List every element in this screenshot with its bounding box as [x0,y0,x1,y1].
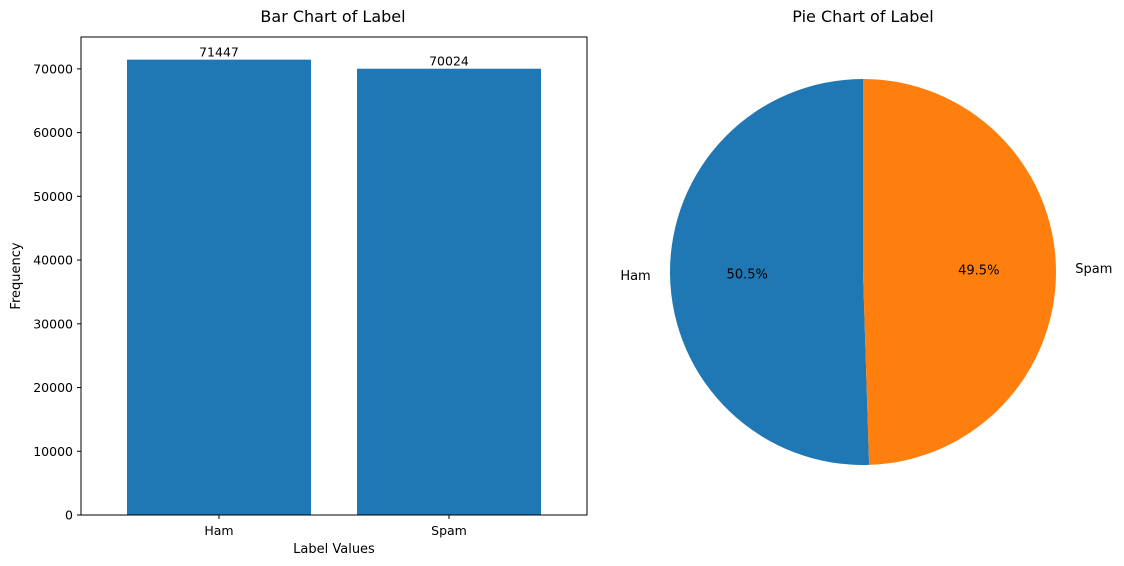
y-tick-label: 20000 [33,380,73,395]
pie-percent-label: 49.5% [958,264,999,279]
bar-data-label: 71447 [199,45,239,60]
y-tick-label: 10000 [33,444,73,459]
bar-series [127,59,541,515]
bar-data-labels: 71447 70024 [199,45,469,69]
x-tick-label: Ham [204,523,233,538]
y-axis-ticks: 0 10000 20000 30000 40000 50000 60000 70000 [33,61,81,523]
bar-ham [127,59,311,515]
pie-labels: Ham 50.5% Spam 49.5% [620,262,1112,284]
x-tick-label: Spam [431,523,467,538]
bar-spam [357,68,541,515]
bar-plot-frame [80,36,588,516]
y-tick-label: 70000 [33,61,73,76]
pie-chart: Pie Chart of Label Ham 50.5% Spam 49.5% [620,7,1112,466]
y-tick-label: 50000 [33,189,73,204]
pie-chart-title: Pie Chart of Label [792,7,933,26]
pie-percent-label: 50.5% [727,267,768,282]
bar-data-label: 70024 [429,54,469,69]
y-axis-label: Frequency [9,242,24,309]
y-tick-label: 30000 [33,316,73,331]
y-tick-label: 0 [65,508,73,523]
pie-wedge-ham [669,79,870,466]
pie-category-label: Spam [1075,262,1112,277]
bar-chart-title: Bar Chart of Label [260,7,405,26]
bar-chart: Bar Chart of Label 71447 70024 0 10000 2000… [9,7,588,557]
y-tick-label: 40000 [33,253,73,268]
x-axis-ticks: Ham Spam [204,515,467,538]
y-tick-label: 60000 [33,125,73,140]
pie-wedges [669,79,1056,466]
x-axis-label: Label Values [293,542,375,557]
pie-category-label: Ham [620,269,650,284]
pie-wedge-spam [863,79,1056,465]
